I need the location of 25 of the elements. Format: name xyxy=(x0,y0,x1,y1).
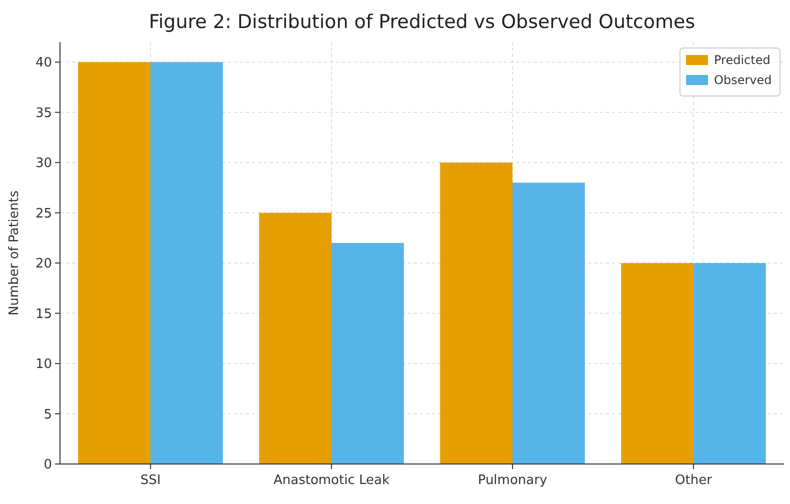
bar xyxy=(332,242,404,464)
legend-label: Observed xyxy=(714,73,772,88)
y-axis-title: Number of Patients xyxy=(7,190,22,316)
y-tick-label: 5 xyxy=(44,407,52,422)
y-tick-label: 30 xyxy=(35,156,52,172)
x-tick-label: Other xyxy=(675,473,713,488)
y-tick-label: 10 xyxy=(35,357,52,372)
bar xyxy=(621,263,694,464)
y-tick-label: 40 xyxy=(35,56,52,71)
y-tick-label: 0 xyxy=(44,458,52,473)
bar xyxy=(150,62,223,464)
legend-label: Predicted xyxy=(714,53,770,68)
bar xyxy=(440,162,512,464)
y-tick-label: 20 xyxy=(35,256,52,272)
bar xyxy=(512,182,585,464)
bar xyxy=(78,62,150,464)
chart-title: Figure 2: Distribution of Predicted vs Observed Outcomes xyxy=(148,11,696,33)
x-tick-label: Pulmonary xyxy=(478,473,548,488)
y-tick-label: 25 xyxy=(35,206,52,222)
y-tick-label: 35 xyxy=(35,106,52,121)
x-tick-label: Anastomotic Leak xyxy=(273,473,390,488)
x-tick-label: SSI xyxy=(140,473,161,488)
bar xyxy=(259,212,332,464)
bar xyxy=(694,263,766,464)
y-tick-label: 15 xyxy=(35,306,52,322)
